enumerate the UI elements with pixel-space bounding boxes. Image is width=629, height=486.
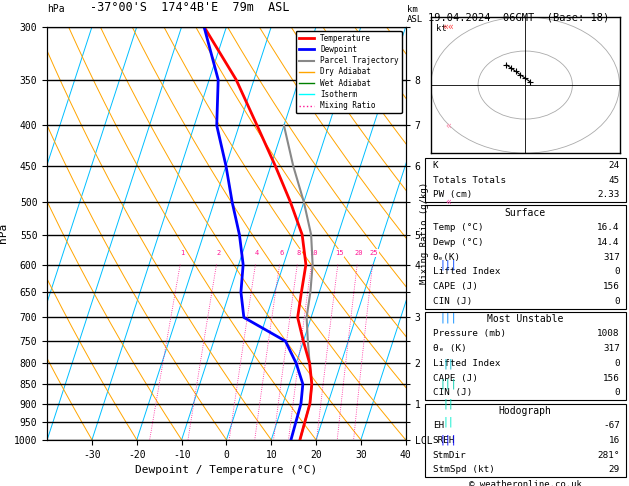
Text: |||: ||| (440, 312, 457, 323)
Text: |||: ||| (440, 260, 457, 270)
Text: 16: 16 (609, 436, 620, 445)
Text: Totals Totals: Totals Totals (433, 175, 506, 185)
Text: θₑ (K): θₑ (K) (433, 344, 466, 353)
Text: 156: 156 (603, 374, 620, 382)
Text: ««: «« (443, 22, 454, 32)
Text: hPa: hPa (47, 4, 65, 14)
Text: 0: 0 (614, 297, 620, 306)
Text: 24: 24 (609, 161, 620, 170)
Text: |||: ||| (440, 434, 457, 445)
Bar (425, 206, 626, 309)
Text: 0: 0 (614, 359, 620, 368)
Text: 20: 20 (354, 250, 363, 256)
Text: kt: kt (435, 24, 447, 33)
Text: 317: 317 (603, 253, 620, 261)
Text: 1008: 1008 (598, 330, 620, 338)
Text: ||: || (443, 417, 454, 428)
Text: 6: 6 (279, 250, 284, 256)
Text: K: K (433, 161, 438, 170)
Text: Mixing Ratio (g/kg): Mixing Ratio (g/kg) (420, 182, 428, 284)
Text: CIN (J): CIN (J) (433, 297, 472, 306)
Legend: Temperature, Dewpoint, Parcel Trajectory, Dry Adiabat, Wet Adiabat, Isotherm, Mi: Temperature, Dewpoint, Parcel Trajectory… (296, 31, 402, 113)
Text: 14.4: 14.4 (598, 238, 620, 247)
Text: Dewp (°C): Dewp (°C) (433, 238, 483, 247)
Text: -67: -67 (603, 421, 620, 430)
Text: SREH: SREH (433, 436, 455, 445)
Text: 281°: 281° (598, 451, 620, 460)
Text: StmDir: StmDir (433, 451, 466, 460)
Text: «: « (445, 121, 452, 130)
Text: 156: 156 (603, 282, 620, 291)
Text: © weatheronline.co.uk: © weatheronline.co.uk (469, 480, 582, 486)
Text: Pressure (mb): Pressure (mb) (433, 330, 506, 338)
Text: km
ASL: km ASL (407, 5, 423, 24)
Text: Lifted Index: Lifted Index (433, 267, 500, 276)
Text: ||: || (443, 358, 454, 368)
Text: «: « (445, 197, 452, 207)
Text: 0: 0 (614, 267, 620, 276)
Text: 2.33: 2.33 (598, 191, 620, 199)
Text: 19.04.2024  06GMT  (Base: 18): 19.04.2024 06GMT (Base: 18) (428, 12, 610, 22)
Text: Temp (°C): Temp (°C) (433, 223, 483, 232)
Text: CAPE (J): CAPE (J) (433, 282, 477, 291)
Text: 8: 8 (297, 250, 301, 256)
Text: CAPE (J): CAPE (J) (433, 374, 477, 382)
Text: -37°00'S  174°4B'E  79m  ASL: -37°00'S 174°4B'E 79m ASL (90, 1, 290, 14)
Text: 1: 1 (180, 250, 184, 256)
Text: Surface: Surface (504, 208, 546, 218)
Text: 15: 15 (335, 250, 343, 256)
Text: Hodograph: Hodograph (499, 406, 552, 416)
Text: CIN (J): CIN (J) (433, 388, 472, 398)
Text: θₑ(K): θₑ(K) (433, 253, 461, 261)
Text: 45: 45 (609, 175, 620, 185)
Text: 0: 0 (614, 388, 620, 398)
Text: 29: 29 (609, 466, 620, 474)
Text: 25: 25 (370, 250, 378, 256)
Text: 10: 10 (309, 250, 317, 256)
Text: 16.4: 16.4 (598, 223, 620, 232)
Text: 4: 4 (255, 250, 259, 256)
Text: 2: 2 (216, 250, 221, 256)
Text: |||: ||| (440, 379, 457, 389)
Bar (425, 158, 626, 202)
Text: 317: 317 (603, 344, 620, 353)
Text: StmSpd (kt): StmSpd (kt) (433, 466, 494, 474)
Text: Lifted Index: Lifted Index (433, 359, 500, 368)
Text: PW (cm): PW (cm) (433, 191, 472, 199)
Text: ||: || (443, 399, 454, 409)
Y-axis label: hPa: hPa (0, 223, 8, 243)
Text: EH: EH (433, 421, 444, 430)
Text: Most Unstable: Most Unstable (487, 314, 564, 324)
Bar (425, 403, 626, 477)
Bar (425, 312, 626, 400)
X-axis label: Dewpoint / Temperature (°C): Dewpoint / Temperature (°C) (135, 465, 318, 475)
